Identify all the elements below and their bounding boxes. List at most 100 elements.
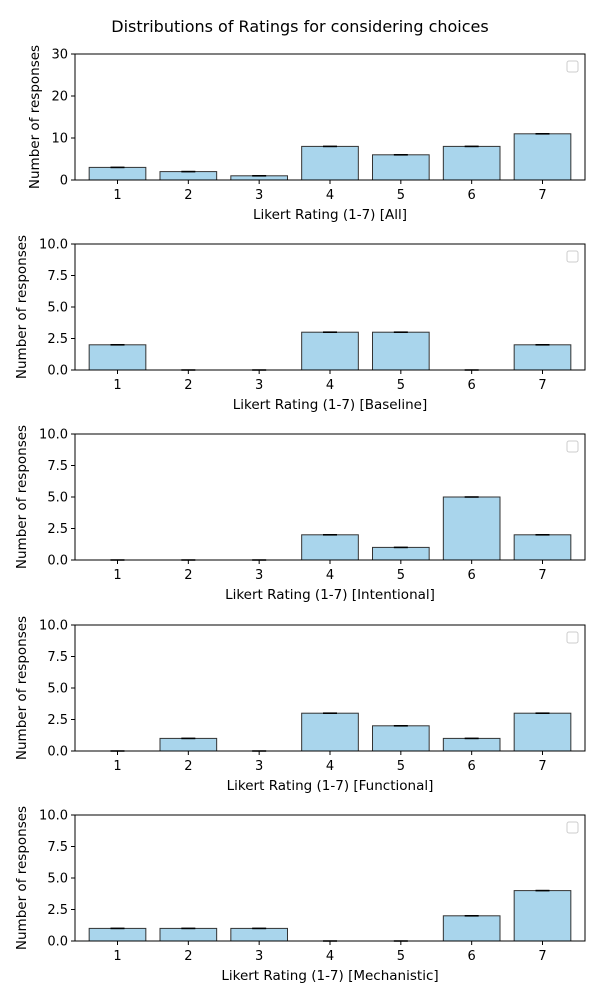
bar [88, 927, 147, 942]
y-tick-label: 0.0 [47, 554, 68, 569]
y-axis-label: Number of responses [14, 806, 30, 950]
x-tick-label: 4 [326, 378, 334, 393]
y-axis-label: Number of responses [14, 616, 30, 760]
bar [159, 171, 218, 181]
bar [88, 166, 147, 181]
x-tick-label: 2 [184, 378, 192, 393]
y-tick-label: 10 [51, 132, 68, 147]
bar [372, 546, 430, 561]
axes-frame [74, 814, 586, 942]
y-axis-label: Number of responses [27, 45, 43, 189]
figure-title: Distributions of Ratings for considering… [111, 17, 489, 36]
bar [442, 915, 501, 942]
x-tick-label: 6 [468, 188, 476, 203]
y-tick-label: 10.0 [39, 619, 68, 634]
x-tick-label: 7 [538, 568, 546, 583]
y-tick-label: 5.0 [47, 682, 68, 697]
y-tick-label: 7.5 [47, 650, 68, 665]
x-tick-label: 3 [255, 759, 263, 774]
x-tick-label: 2 [184, 949, 192, 964]
x-tick-label: 7 [538, 378, 546, 393]
x-tick-label: 4 [326, 949, 334, 964]
bar [88, 344, 147, 371]
bar [301, 712, 359, 752]
x-tick-label: 5 [397, 759, 405, 774]
bar [513, 133, 572, 181]
bar [513, 344, 572, 371]
y-tick-label: 0.0 [47, 935, 68, 950]
x-tick-label: 7 [538, 759, 546, 774]
x-tick-label: 1 [113, 378, 121, 393]
bar [159, 737, 218, 752]
x-tick-label: 5 [397, 378, 405, 393]
bar [372, 154, 430, 181]
bar [372, 725, 430, 752]
legend-box [566, 60, 579, 73]
legend-box [566, 250, 579, 263]
x-axis-label: Likert Rating (1-7) [Intentional] [225, 587, 435, 603]
y-tick-label: 7.5 [47, 840, 68, 855]
x-tick-label: 6 [468, 949, 476, 964]
x-tick-label: 1 [113, 568, 121, 583]
x-tick-label: 7 [538, 949, 546, 964]
subplot-1: 1 2 3 4 5 6 7 0 10 20 30 Likert Rating (1-7) [All] N… [27, 45, 586, 223]
x-tick-label: 3 [255, 949, 263, 964]
y-tick-label: 2.5 [47, 522, 68, 537]
x-tick-label: 5 [397, 568, 405, 583]
y-axis-label: Number of responses [14, 235, 30, 379]
bar [230, 927, 288, 942]
bar [301, 145, 359, 181]
x-axis-label: Likert Rating (1-7) [Mechanistic] [221, 968, 438, 984]
y-tick-label: 0.0 [47, 745, 68, 760]
y-tick-label: 2.5 [47, 903, 68, 918]
y-tick-label: 2.5 [47, 713, 68, 728]
bar [513, 534, 572, 561]
legend-box [566, 631, 579, 644]
x-tick-label: 6 [468, 759, 476, 774]
x-axis-label: Likert Rating (1-7) [All] [253, 207, 407, 223]
legend-box [566, 440, 579, 453]
bar [159, 927, 218, 942]
x-axis-label: Likert Rating (1-7) [Functional] [227, 778, 434, 794]
x-tick-label: 5 [397, 949, 405, 964]
x-tick-label: 1 [113, 949, 121, 964]
y-tick-label: 0 [60, 174, 68, 189]
y-tick-label: 7.5 [47, 269, 68, 284]
y-tick-label: 7.5 [47, 459, 68, 474]
subplot-5: 1 2 3 4 5 6 7 0.0 2.5 5.0 7.5 10.0 Likert Rating (1-… [14, 806, 586, 984]
x-tick-label: 6 [468, 378, 476, 393]
x-tick-label: 5 [397, 188, 405, 203]
y-tick-label: 30 [51, 48, 68, 63]
x-tick-label: 1 [113, 759, 121, 774]
x-tick-label: 7 [538, 188, 546, 203]
bar [372, 331, 430, 371]
y-tick-label: 10.0 [39, 428, 68, 443]
bar [301, 534, 359, 561]
y-axis-label: Number of responses [14, 425, 30, 569]
bar [513, 712, 572, 752]
x-tick-label: 3 [255, 378, 263, 393]
y-tick-label: 5.0 [47, 872, 68, 887]
subplot-4: 1 2 3 4 5 6 7 0.0 2.5 5.0 7.5 10.0 Likert Rating (1-… [14, 616, 586, 794]
x-tick-label: 4 [326, 759, 334, 774]
x-tick-label: 4 [326, 568, 334, 583]
bar [513, 890, 572, 942]
x-tick-label: 2 [184, 188, 192, 203]
y-tick-label: 10.0 [39, 238, 68, 253]
x-tick-label: 3 [255, 188, 263, 203]
legend-box [566, 821, 579, 834]
bar [442, 145, 501, 181]
y-tick-label: 20 [51, 90, 68, 105]
subplot-2: 1 2 3 4 5 6 7 0.0 2.5 5.0 7.5 10.0 Likert Rating (1-… [14, 235, 586, 413]
x-tick-label: 4 [326, 188, 334, 203]
y-tick-label: 5.0 [47, 491, 68, 506]
y-tick-label: 5.0 [47, 301, 68, 316]
bar [442, 496, 501, 561]
x-tick-label: 1 [113, 188, 121, 203]
y-tick-label: 10.0 [39, 809, 68, 824]
x-axis-label: Likert Rating (1-7) [Baseline] [233, 397, 428, 413]
x-tick-label: 6 [468, 568, 476, 583]
bar [442, 737, 501, 752]
x-tick-label: 3 [255, 568, 263, 583]
